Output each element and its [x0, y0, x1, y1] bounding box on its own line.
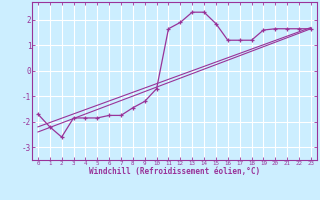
X-axis label: Windchill (Refroidissement éolien,°C): Windchill (Refroidissement éolien,°C)	[89, 167, 260, 176]
